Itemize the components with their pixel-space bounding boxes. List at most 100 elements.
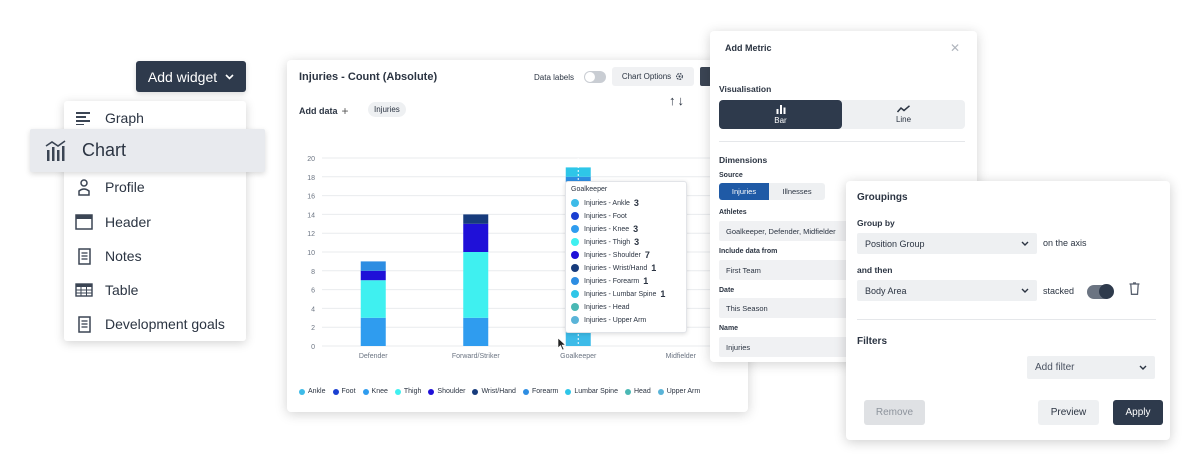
visualisation-line-button[interactable]: Line (842, 100, 965, 129)
source-injuries-button[interactable]: Injuries (719, 183, 769, 200)
x-tick-label: Defender (359, 353, 388, 360)
apply-button[interactable]: Apply (1113, 400, 1163, 425)
bar-segment[interactable] (565, 167, 591, 177)
person-icon (75, 178, 93, 196)
bar-segment[interactable] (463, 317, 489, 346)
legend-item[interactable]: Wrist/Hand (472, 388, 516, 395)
menu-item-label: Profile (105, 179, 145, 195)
menu-item-profile[interactable]: Profile (64, 170, 246, 204)
trash-icon[interactable] (1129, 282, 1140, 297)
legend-item[interactable]: Lumbar Spine (565, 388, 618, 395)
y-tick-label: 4 (311, 306, 315, 313)
stacked-label: stacked (1043, 286, 1075, 296)
legend-dot-icon (332, 388, 339, 395)
series-dot-icon (571, 290, 579, 298)
include-data-select[interactable]: First Team (719, 260, 854, 280)
bar-segment[interactable] (360, 317, 386, 346)
y-tick-label: 10 (307, 250, 315, 257)
menu-item-development-goals[interactable]: Development goals (64, 307, 246, 341)
group-by-label: Group by (857, 218, 895, 228)
x-tick-label: Forward/Striker (452, 353, 501, 360)
tooltip-row: Injuries - Thigh 3 (571, 236, 686, 248)
visualisation-bar-label: Bar (774, 115, 787, 125)
menu-item-chart[interactable]: Chart (30, 129, 265, 172)
and-then-select[interactable]: Body Area (857, 280, 1037, 301)
add-filter-select[interactable]: Add filter (1027, 356, 1155, 379)
add-widget-button[interactable]: Add widget (136, 61, 246, 92)
document-icon (75, 315, 93, 333)
document-icon (75, 247, 93, 265)
tooltip-row-value: 1 (643, 276, 649, 286)
bar-chart-icon (776, 104, 785, 114)
x-tick-label: Goalkeeper (560, 353, 597, 360)
bar-segment[interactable] (463, 214, 489, 224)
chart-options-button[interactable]: Chart Options (612, 67, 694, 86)
legend-dot-icon (394, 388, 401, 395)
source-illnesses-button[interactable]: Illnesses (769, 183, 825, 200)
legend-item[interactable]: Shoulder (428, 388, 465, 395)
legend-dot-icon (362, 388, 369, 395)
visualisation-bar-button[interactable]: Bar (719, 100, 842, 129)
legend-dot-icon (565, 388, 572, 395)
series-dot-icon (571, 277, 579, 285)
bar-segment[interactable] (360, 261, 386, 271)
y-tick-label: 12 (307, 231, 315, 238)
legend-item[interactable]: Upper Arm (657, 388, 701, 395)
menu-item-header[interactable]: Header (64, 205, 246, 239)
groupings-title: Groupings (857, 192, 908, 203)
legend-item[interactable]: Head (624, 388, 651, 395)
legend-item[interactable]: Forearm (522, 388, 559, 395)
legend-label: Foot (341, 388, 356, 395)
tooltip-row-value: 7 (644, 250, 650, 260)
date-select[interactable]: This Season (719, 298, 854, 318)
legend-label: Forearm (531, 388, 559, 395)
add-data-button[interactable]: Add data + (299, 104, 349, 118)
chart-action-button[interactable] (700, 67, 712, 86)
tooltip-row: Injuries - Upper Arm (571, 314, 686, 326)
graph-lines-icon (75, 109, 93, 127)
bar-segment[interactable] (463, 252, 489, 318)
tooltip-row-label: Injuries - Head (584, 303, 630, 311)
tooltip-row-label: Injuries - Wrist/Hand (584, 264, 648, 272)
injuries-data-chip[interactable]: Injuries (368, 102, 406, 117)
remove-button[interactable]: Remove (864, 400, 925, 425)
line-chart-icon (897, 105, 910, 113)
chevron-down-icon (1021, 241, 1029, 246)
preview-button[interactable]: Preview (1038, 400, 1099, 425)
legend-label: Upper Arm (666, 388, 701, 395)
tooltip-row-value: 1 (660, 289, 666, 299)
sort-arrows-icon[interactable]: ↑↓ (669, 93, 686, 108)
date-label: Date (719, 287, 735, 294)
divider (857, 319, 1156, 320)
legend-item[interactable]: Knee (362, 388, 388, 395)
menu-item-graph[interactable]: Graph (64, 101, 246, 135)
tooltip-row: Injuries - Knee 3 (571, 223, 686, 235)
stacked-toggle[interactable] (1087, 284, 1114, 299)
legend-item[interactable]: Thigh (394, 388, 422, 395)
legend-item[interactable]: Ankle (299, 388, 326, 395)
and-then-value: Body Area (865, 285, 907, 296)
series-dot-icon (571, 225, 579, 233)
chart-options-label: Chart Options (621, 72, 672, 81)
bar-segment[interactable] (360, 270, 386, 281)
group-by-select[interactable]: Position Group (857, 233, 1037, 254)
dimensions-label: Dimensions (719, 155, 768, 165)
menu-item-notes[interactable]: Notes (64, 239, 246, 273)
close-icon[interactable]: ✕ (950, 41, 961, 55)
bar-segment[interactable] (463, 223, 489, 252)
tooltip-row-label: Injuries - Lumbar Spine (584, 290, 657, 298)
tooltip-row-label: Injuries - Knee (584, 225, 630, 233)
x-tick-label: Midfielder (666, 353, 697, 360)
bar-segment[interactable] (360, 280, 386, 318)
name-input[interactable]: Injuries (719, 337, 854, 357)
y-tick-label: 0 (311, 344, 315, 351)
menu-item-table[interactable]: Table (64, 273, 246, 307)
add-metric-title: Add Metric (725, 43, 772, 53)
tooltip-row: Injuries - Ankle 3 (571, 197, 686, 209)
tooltip-row-label: Injuries - Foot (584, 212, 627, 220)
athletes-select[interactable]: Goalkeeper, Defender, Midfielder (719, 221, 854, 241)
menu-item-label: Notes (105, 248, 142, 264)
legend-item[interactable]: Foot (332, 388, 356, 395)
legend-label: Thigh (403, 388, 422, 395)
data-labels-toggle[interactable] (584, 71, 606, 83)
